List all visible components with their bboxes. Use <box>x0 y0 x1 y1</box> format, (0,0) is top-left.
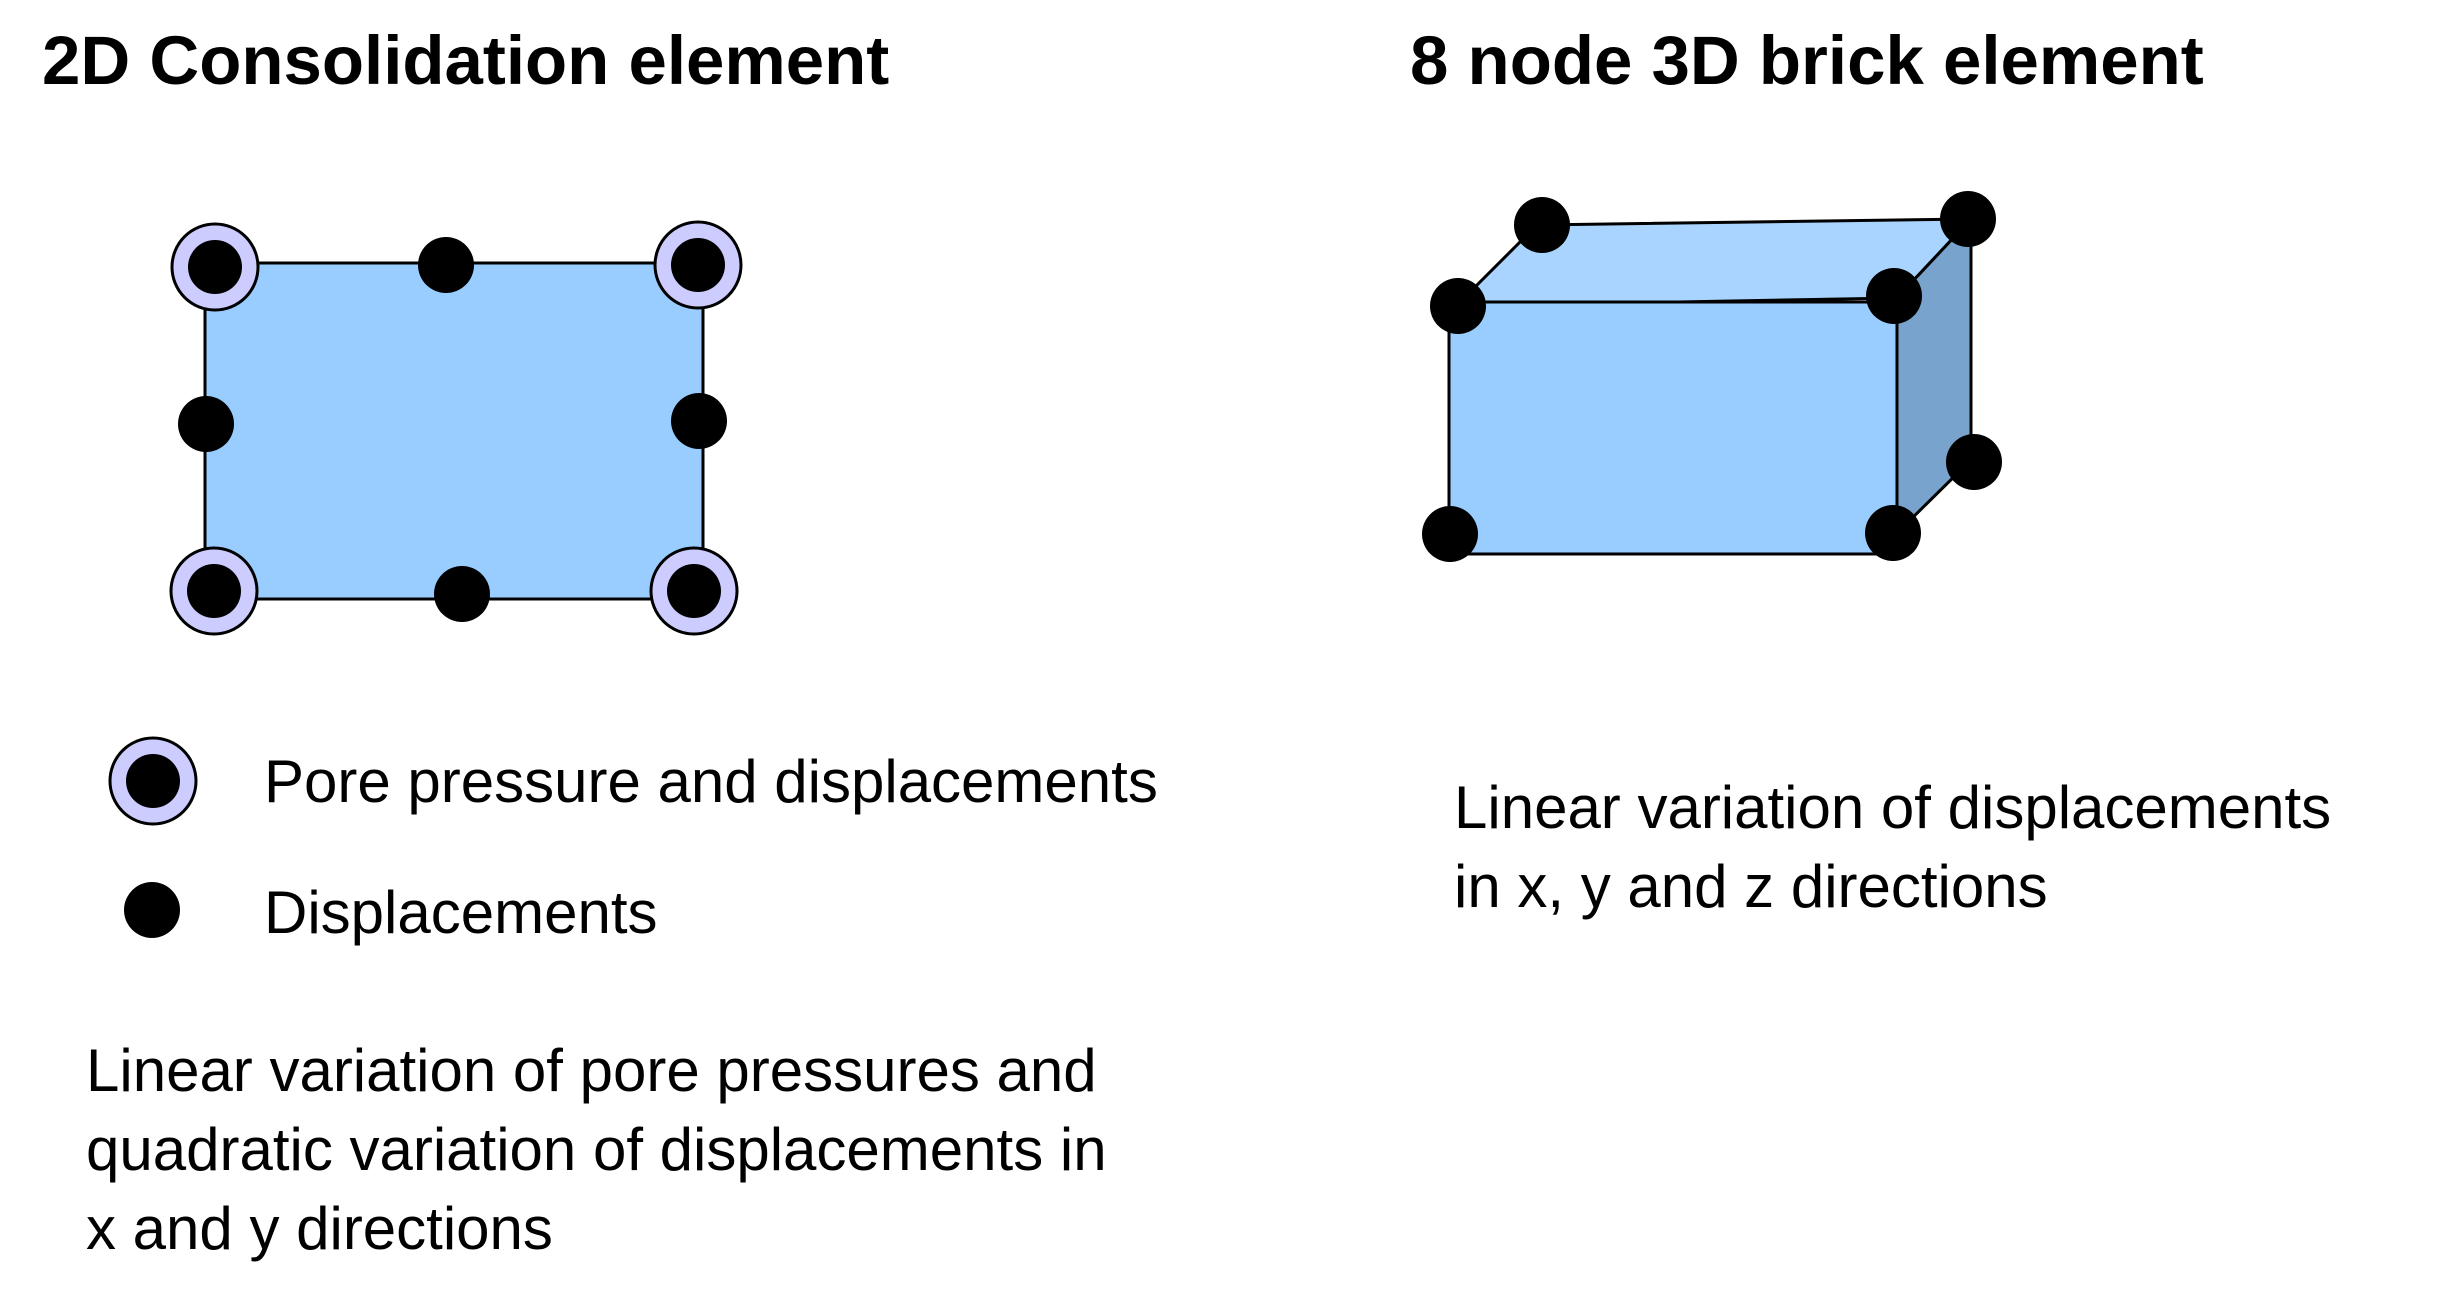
pore-pressure-node <box>170 222 260 312</box>
consolidation-element-description: Linear variation of pore pressures and q… <box>86 1037 1107 1262</box>
brick-node <box>1866 268 1922 324</box>
brick-node <box>1865 505 1921 561</box>
pore-pressure-node <box>169 546 259 636</box>
pore-pressure-legend-label: Pore pressure and displacements <box>264 748 1158 815</box>
displacement-node <box>671 393 727 449</box>
brick-node <box>1422 506 1478 562</box>
brick-element-description: Linear variation of displacements in x, … <box>1454 774 2332 920</box>
brick-element-title: 8 node 3D brick element <box>1410 22 2204 99</box>
displacement-node <box>418 237 474 293</box>
pore-pressure-node <box>649 546 739 636</box>
brick-node <box>1514 197 1570 253</box>
displacement-legend-label: Displacements <box>264 879 658 946</box>
displacement-node <box>434 566 490 622</box>
consolidation-element-title: 2D Consolidation element <box>42 22 890 99</box>
consolidation-element-face <box>203 261 705 601</box>
consolidation-element-diagram <box>169 220 743 636</box>
pore-pressure-node <box>653 220 743 310</box>
brick-front-face <box>1447 300 1899 556</box>
brick-element-diagram <box>1422 191 2002 562</box>
brick-node <box>1946 434 2002 490</box>
displacement-node <box>178 396 234 452</box>
brick-node <box>1430 278 1486 334</box>
displacement-legend-symbol <box>124 882 180 938</box>
brick-node <box>1940 191 1996 247</box>
pore-pressure-legend-symbol <box>108 736 198 826</box>
